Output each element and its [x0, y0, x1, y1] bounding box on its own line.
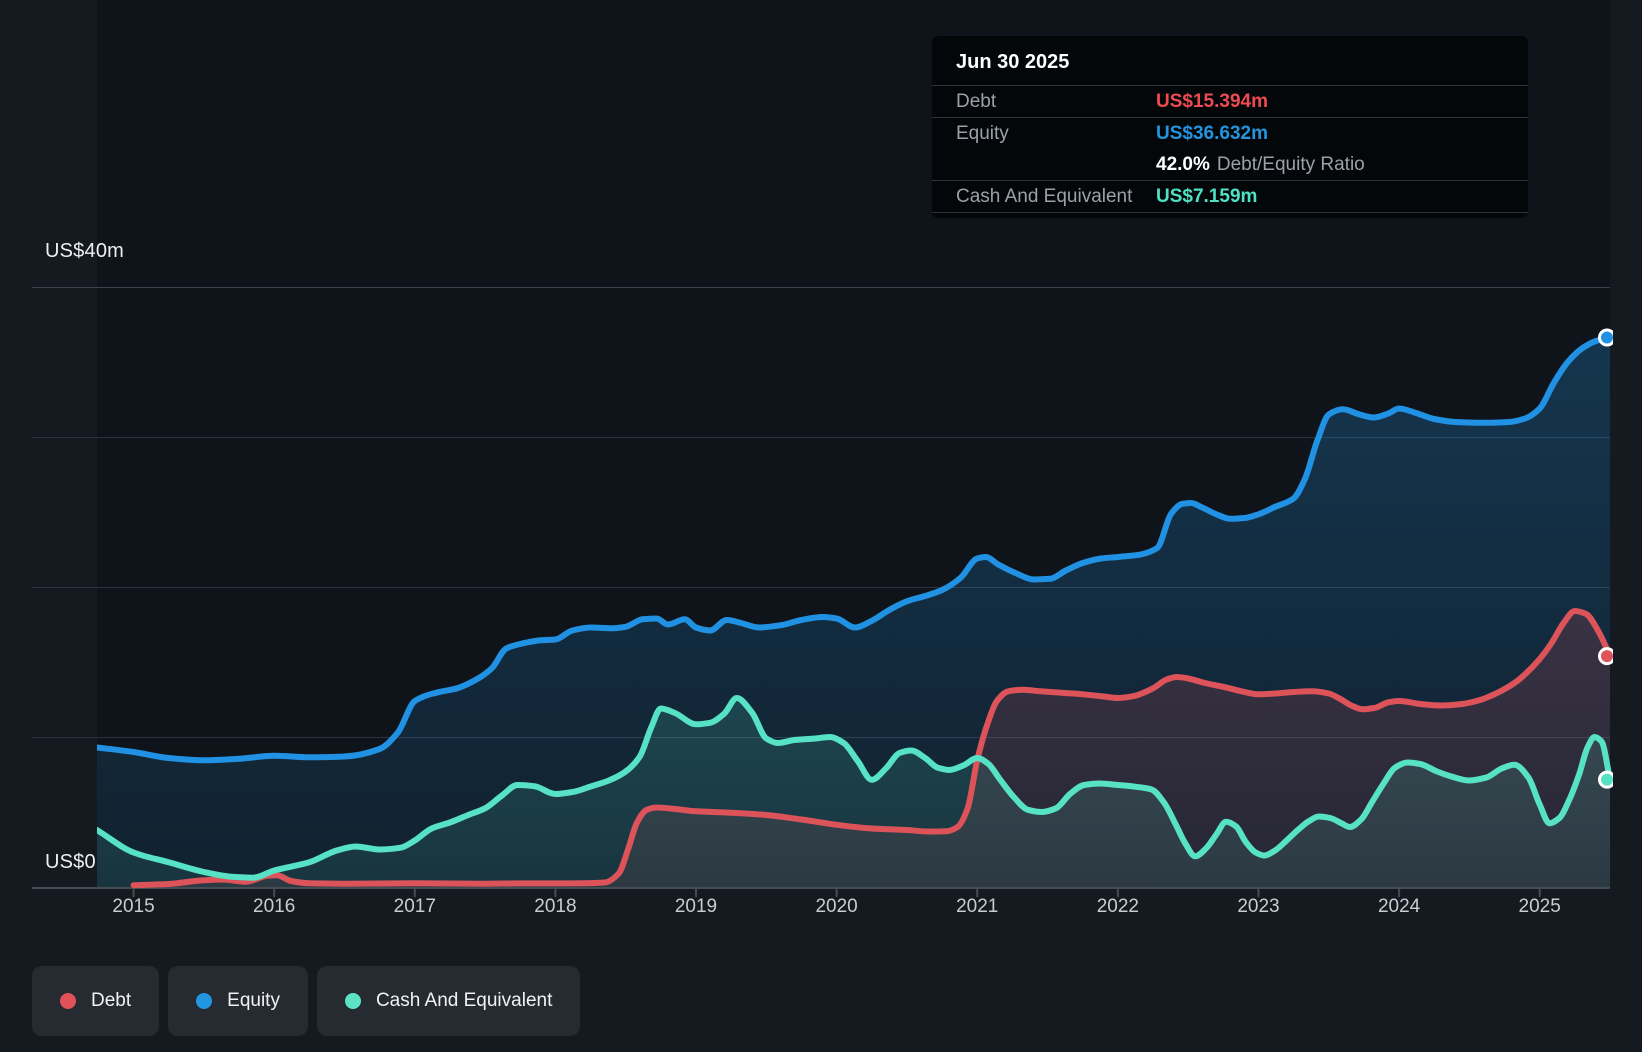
x-axis-label-2017: 2017 [393, 896, 436, 917]
equity-dot-icon [196, 993, 213, 1009]
tooltip-equity-label: Equity [956, 122, 1009, 144]
x-axis-label-2020: 2020 [815, 896, 858, 917]
tooltip-date: Jun 30 2025 [956, 51, 1070, 73]
tooltip-cash-value: US$7.159m [1156, 185, 1258, 207]
end-markers [1598, 328, 1615, 789]
cash-and-equivalent-area [97, 698, 1610, 887]
tooltip-debt-label: Debt [956, 90, 997, 112]
x-axis-label-2019: 2019 [674, 896, 718, 917]
x-axis [32, 887, 1610, 897]
legend-pill-cash[interactable]: Cash And Equivalent [316, 966, 581, 1036]
series-lines [97, 334, 1613, 889]
chart-legend: Debt Equity Cash And Equivalent [32, 966, 581, 1036]
tooltip-equity-value: US$36.632m [1156, 122, 1268, 144]
x-axis-label-2015: 2015 [112, 896, 155, 917]
tooltip-row-equity: Equity US$36.632m [932, 117, 1528, 149]
legend-equity-label: Equity [227, 990, 280, 1011]
legend-pill-debt[interactable]: Debt [32, 966, 160, 1036]
y-axis-label-40m: US$40m [45, 240, 125, 262]
tooltip-row-cash: Cash And Equivalent US$7.159m [932, 180, 1528, 213]
equity-line [97, 334, 1613, 764]
x-axis-label-2021: 2021 [956, 896, 999, 917]
debt-line [130, 608, 1613, 889]
legend-cash-label: Cash And Equivalent [375, 990, 553, 1011]
x-axis-label-2024: 2024 [1377, 896, 1421, 917]
series-areas [97, 337, 1611, 887]
x-axis-label-2016: 2016 [253, 896, 296, 917]
x-axis-label-2022: 2022 [1096, 896, 1139, 917]
debt-area [133, 611, 1611, 887]
tooltip-row-ratio: 42.0% Debt/Equity Ratio [932, 149, 1528, 180]
debt-end-marker[interactable] [1598, 647, 1615, 666]
x-axis-label-2025: 2025 [1518, 896, 1561, 917]
equity-end-marker[interactable] [1598, 328, 1615, 347]
tooltip-ratio-value: 42.0% [1156, 153, 1210, 175]
x-axis-label-2018: 2018 [534, 896, 577, 917]
tooltip-ratio-label: Debt/Equity Ratio [1216, 153, 1365, 175]
legend-debt-label: Debt [91, 990, 132, 1011]
tooltip-row-debt: Debt US$15.394m [932, 85, 1528, 117]
cash-and-equivalent-line [97, 695, 1613, 881]
legend-pill-equity[interactable]: Equity [168, 966, 308, 1036]
cash-dot-icon [344, 993, 361, 1009]
y-axis-label-0: US$0 [45, 851, 96, 873]
chart-tooltip: Jun 30 2025 Debt US$15.394m Equity US$36… [932, 36, 1528, 218]
x-axis-label-2023: 2023 [1237, 896, 1280, 917]
debt-dot-icon [60, 993, 76, 1009]
tooltip-cash-label: Cash And Equivalent [956, 185, 1133, 207]
cash-and-equivalent-end-marker[interactable] [1598, 770, 1615, 789]
tooltip-debt-value: US$15.394m [1156, 90, 1268, 112]
